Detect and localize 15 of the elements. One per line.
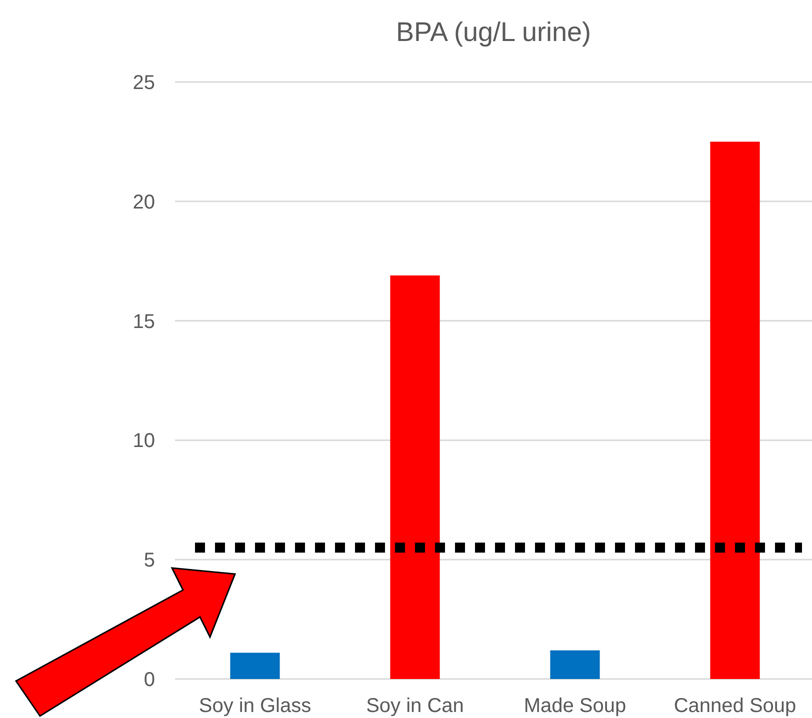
bar — [710, 142, 760, 679]
bar — [550, 650, 600, 679]
bar — [230, 652, 280, 679]
x-tick-label: Soy in Glass — [198, 695, 312, 717]
y-tick-label: 10 — [132, 430, 155, 452]
x-tick-label: Made Soup — [524, 695, 626, 717]
y-tick-label: 25 — [132, 72, 155, 94]
y-tick-label: 20 — [132, 191, 155, 214]
chart-title: BPA (ug/L urine) — [396, 17, 592, 47]
y-tick-label: 0 — [144, 669, 155, 691]
y-tick-label: 5 — [144, 550, 155, 572]
x-tick-label: Soy in Can — [366, 695, 464, 717]
x-tick-label: Canned Soup — [674, 695, 796, 717]
bar — [390, 275, 440, 679]
y-tick-label: 15 — [132, 310, 155, 333]
